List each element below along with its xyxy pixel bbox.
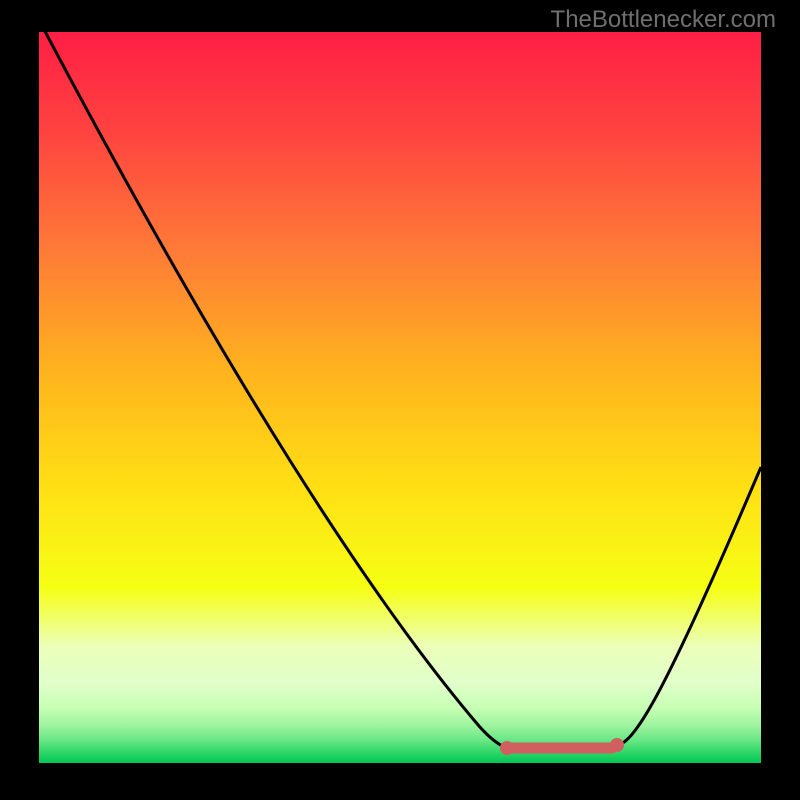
optimal-range-cap-left (500, 741, 514, 755)
frame: TheBottlenecker.com (0, 0, 800, 800)
watermark-text: TheBottlenecker.com (551, 6, 776, 34)
plot-area (39, 32, 761, 763)
optimal-range-cap-right (610, 738, 624, 752)
optimal-range-marker (39, 32, 761, 763)
